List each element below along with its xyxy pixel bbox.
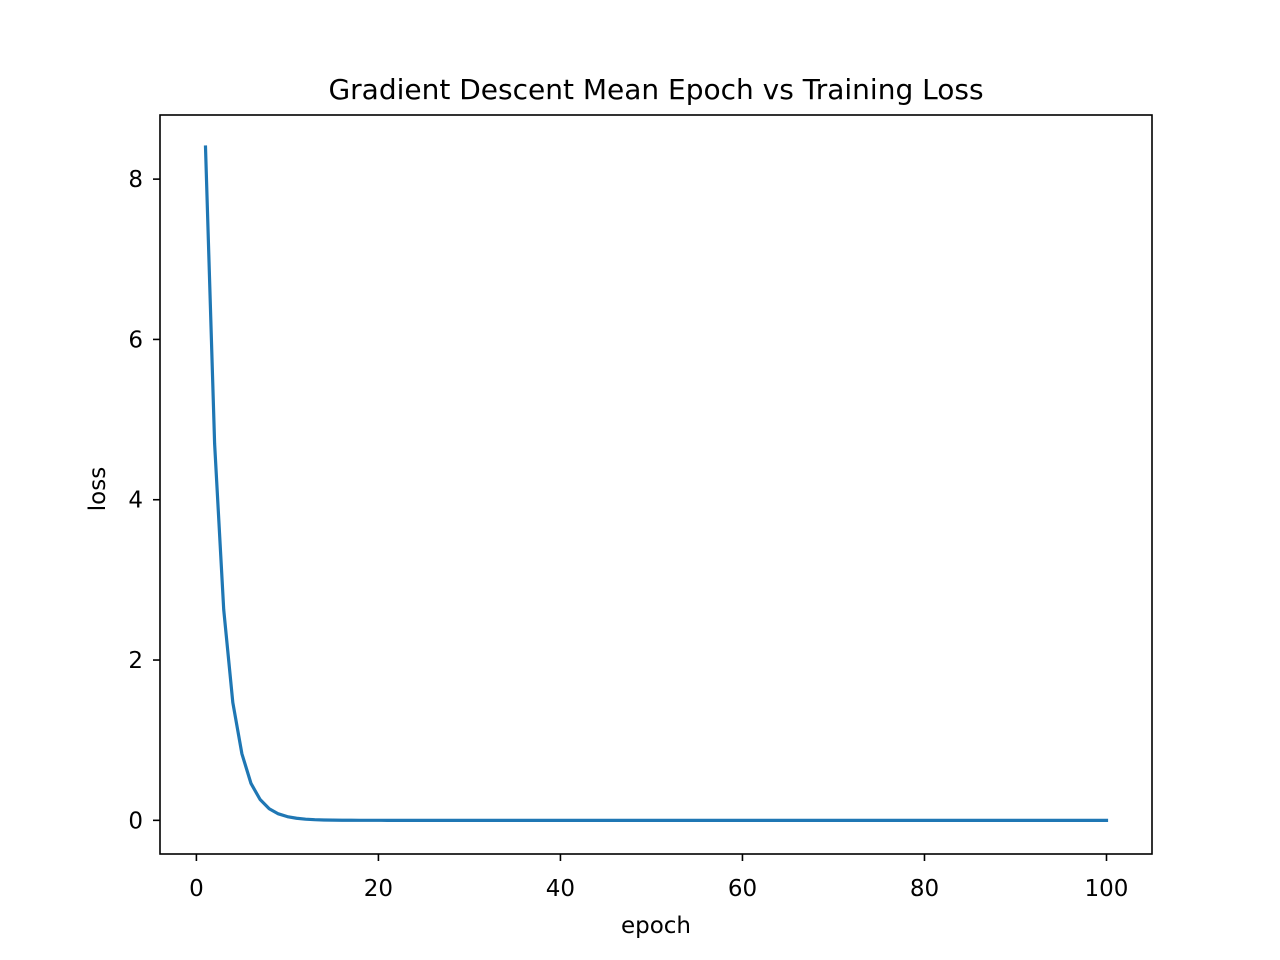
x-tick-label: 60 — [728, 876, 757, 902]
chart-title: Gradient Descent Mean Epoch vs Training … — [328, 73, 983, 106]
plot-frame — [159, 114, 1153, 855]
x-axis: 0 20 40 60 80 100 — [189, 854, 1128, 902]
x-tick-label: 40 — [546, 876, 575, 902]
y-axis-label: loss — [85, 467, 111, 511]
x-tick-label: 80 — [910, 876, 939, 902]
y-tick-label: 6 — [128, 327, 143, 353]
x-tick-label: 20 — [364, 876, 393, 902]
y-tick-label: 4 — [128, 488, 143, 514]
y-tick-label: 8 — [128, 167, 143, 193]
x-axis-label: epoch — [621, 913, 691, 939]
series-layer — [203, 145, 1109, 822]
x-tick-label: 100 — [1085, 876, 1129, 902]
y-tick-label: 2 — [128, 648, 143, 674]
y-axis: 0 2 4 6 8 — [128, 167, 160, 834]
series-line — [203, 145, 1109, 822]
y-tick-label: 0 — [128, 808, 143, 834]
x-tick-label: 0 — [189, 876, 204, 902]
